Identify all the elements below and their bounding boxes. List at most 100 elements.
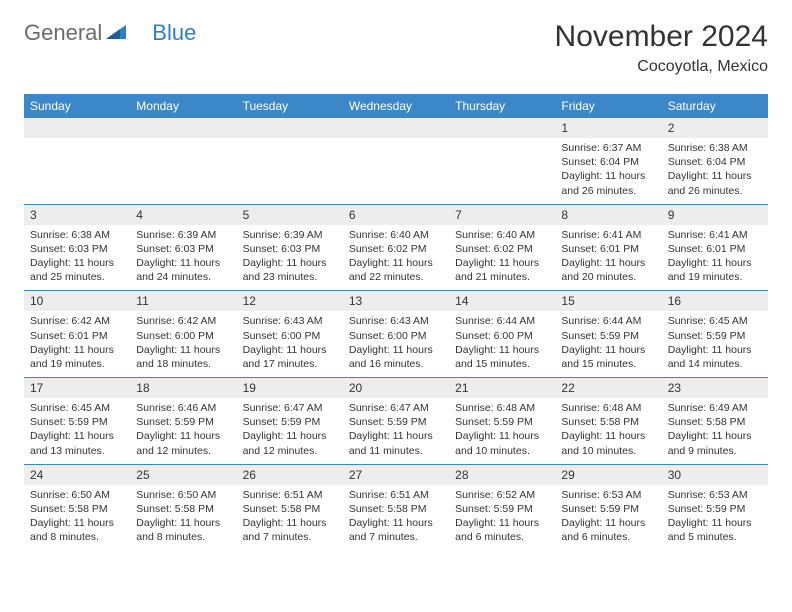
weekday-label: Sunday <box>24 94 130 118</box>
day-cell <box>237 118 343 204</box>
sunset-text: Sunset: 5:59 PM <box>243 415 337 429</box>
sunrise-text: Sunrise: 6:44 AM <box>561 314 655 328</box>
header-row: General Blue November 2024 Cocoyotla, Me… <box>24 20 768 76</box>
day-number: 14 <box>449 291 555 311</box>
day-body: Sunrise: 6:47 AMSunset: 5:59 PMDaylight:… <box>237 398 343 464</box>
day-number: 8 <box>555 205 661 225</box>
day-body: Sunrise: 6:37 AMSunset: 6:04 PMDaylight:… <box>555 138 661 204</box>
sunrise-text: Sunrise: 6:51 AM <box>349 488 443 502</box>
day-number: 22 <box>555 378 661 398</box>
daylight-text: Daylight: 11 hours <box>30 516 124 530</box>
sunset-text: Sunset: 6:02 PM <box>349 242 443 256</box>
daylight-text: Daylight: 11 hours <box>349 516 443 530</box>
day-cell <box>343 118 449 204</box>
logo: General Blue <box>24 20 196 46</box>
sunset-text: Sunset: 5:59 PM <box>561 329 655 343</box>
day-body: Sunrise: 6:48 AMSunset: 5:59 PMDaylight:… <box>449 398 555 464</box>
day-cell: 14Sunrise: 6:44 AMSunset: 6:00 PMDayligh… <box>449 291 555 377</box>
sunset-text: Sunset: 6:00 PM <box>455 329 549 343</box>
day-number: 26 <box>237 465 343 485</box>
sunrise-text: Sunrise: 6:38 AM <box>668 141 762 155</box>
day-cell: 4Sunrise: 6:39 AMSunset: 6:03 PMDaylight… <box>130 205 236 291</box>
day-cell <box>130 118 236 204</box>
sunrise-text: Sunrise: 6:39 AM <box>243 228 337 242</box>
day-cell: 23Sunrise: 6:49 AMSunset: 5:58 PMDayligh… <box>662 378 768 464</box>
day-number: 19 <box>237 378 343 398</box>
sunset-text: Sunset: 6:03 PM <box>136 242 230 256</box>
sunset-text: Sunset: 5:59 PM <box>349 415 443 429</box>
day-cell: 1Sunrise: 6:37 AMSunset: 6:04 PMDaylight… <box>555 118 661 204</box>
day-number: 24 <box>24 465 130 485</box>
daylight-text: and 22 minutes. <box>349 270 443 284</box>
daylight-text: and 12 minutes. <box>136 444 230 458</box>
daylight-text: Daylight: 11 hours <box>136 516 230 530</box>
day-cell: 3Sunrise: 6:38 AMSunset: 6:03 PMDaylight… <box>24 205 130 291</box>
day-cell: 5Sunrise: 6:39 AMSunset: 6:03 PMDaylight… <box>237 205 343 291</box>
daylight-text: Daylight: 11 hours <box>349 429 443 443</box>
day-body: Sunrise: 6:41 AMSunset: 6:01 PMDaylight:… <box>555 225 661 291</box>
daylight-text: Daylight: 11 hours <box>349 343 443 357</box>
day-number: 4 <box>130 205 236 225</box>
sunrise-text: Sunrise: 6:53 AM <box>561 488 655 502</box>
sunset-text: Sunset: 5:58 PM <box>668 415 762 429</box>
month-title: November 2024 <box>555 20 768 54</box>
day-cell: 22Sunrise: 6:48 AMSunset: 5:58 PMDayligh… <box>555 378 661 464</box>
day-cell: 30Sunrise: 6:53 AMSunset: 5:59 PMDayligh… <box>662 465 768 551</box>
daylight-text: and 15 minutes. <box>455 357 549 371</box>
weeks-container: 1Sunrise: 6:37 AMSunset: 6:04 PMDaylight… <box>24 118 768 550</box>
sunrise-text: Sunrise: 6:39 AM <box>136 228 230 242</box>
sunrise-text: Sunrise: 6:53 AM <box>668 488 762 502</box>
day-number: 21 <box>449 378 555 398</box>
day-body: Sunrise: 6:49 AMSunset: 5:58 PMDaylight:… <box>662 398 768 464</box>
daylight-text: and 20 minutes. <box>561 270 655 284</box>
daylight-text: and 13 minutes. <box>30 444 124 458</box>
daylight-text: and 6 minutes. <box>455 530 549 544</box>
day-number: 27 <box>343 465 449 485</box>
day-number: 20 <box>343 378 449 398</box>
logo-triangle-icon <box>106 23 126 44</box>
day-body: Sunrise: 6:39 AMSunset: 6:03 PMDaylight:… <box>237 225 343 291</box>
day-number: 25 <box>130 465 236 485</box>
sunset-text: Sunset: 5:59 PM <box>136 415 230 429</box>
sunrise-text: Sunrise: 6:41 AM <box>561 228 655 242</box>
day-cell: 21Sunrise: 6:48 AMSunset: 5:59 PMDayligh… <box>449 378 555 464</box>
daylight-text: Daylight: 11 hours <box>455 429 549 443</box>
day-body: Sunrise: 6:51 AMSunset: 5:58 PMDaylight:… <box>343 485 449 551</box>
daylight-text: Daylight: 11 hours <box>455 516 549 530</box>
day-number: 30 <box>662 465 768 485</box>
sunrise-text: Sunrise: 6:38 AM <box>30 228 124 242</box>
day-cell: 12Sunrise: 6:43 AMSunset: 6:00 PMDayligh… <box>237 291 343 377</box>
daylight-text: and 10 minutes. <box>561 444 655 458</box>
day-cell: 18Sunrise: 6:46 AMSunset: 5:59 PMDayligh… <box>130 378 236 464</box>
day-number: 2 <box>662 118 768 138</box>
day-cell: 16Sunrise: 6:45 AMSunset: 5:59 PMDayligh… <box>662 291 768 377</box>
daylight-text: Daylight: 11 hours <box>30 343 124 357</box>
logo-text-a: General <box>24 20 102 46</box>
daylight-text: Daylight: 11 hours <box>561 429 655 443</box>
day-body: Sunrise: 6:38 AMSunset: 6:03 PMDaylight:… <box>24 225 130 291</box>
sunrise-text: Sunrise: 6:41 AM <box>668 228 762 242</box>
daylight-text: Daylight: 11 hours <box>455 343 549 357</box>
empty-day-header <box>237 118 343 138</box>
sunrise-text: Sunrise: 6:40 AM <box>455 228 549 242</box>
weekday-label: Wednesday <box>343 94 449 118</box>
daylight-text: and 25 minutes. <box>30 270 124 284</box>
day-cell: 9Sunrise: 6:41 AMSunset: 6:01 PMDaylight… <box>662 205 768 291</box>
sunrise-text: Sunrise: 6:47 AM <box>349 401 443 415</box>
sunset-text: Sunset: 6:01 PM <box>561 242 655 256</box>
day-number: 15 <box>555 291 661 311</box>
day-body: Sunrise: 6:53 AMSunset: 5:59 PMDaylight:… <box>555 485 661 551</box>
daylight-text: Daylight: 11 hours <box>243 343 337 357</box>
day-number: 6 <box>343 205 449 225</box>
day-cell: 29Sunrise: 6:53 AMSunset: 5:59 PMDayligh… <box>555 465 661 551</box>
daylight-text: and 7 minutes. <box>349 530 443 544</box>
sunset-text: Sunset: 6:04 PM <box>561 155 655 169</box>
daylight-text: and 8 minutes. <box>30 530 124 544</box>
sunset-text: Sunset: 5:59 PM <box>455 415 549 429</box>
daylight-text: Daylight: 11 hours <box>668 516 762 530</box>
daylight-text: Daylight: 11 hours <box>561 343 655 357</box>
day-cell: 24Sunrise: 6:50 AMSunset: 5:58 PMDayligh… <box>24 465 130 551</box>
day-body: Sunrise: 6:53 AMSunset: 5:59 PMDaylight:… <box>662 485 768 551</box>
sunrise-text: Sunrise: 6:51 AM <box>243 488 337 502</box>
day-number: 13 <box>343 291 449 311</box>
